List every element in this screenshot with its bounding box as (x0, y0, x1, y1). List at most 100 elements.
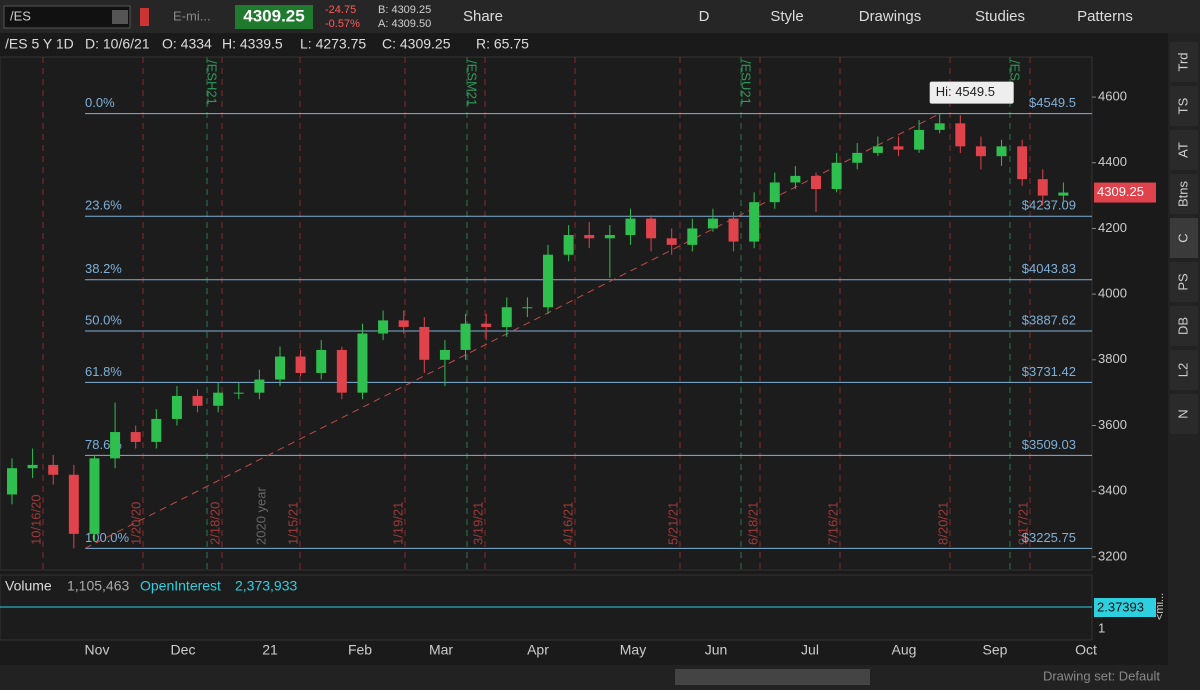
candle-body (48, 464, 59, 475)
candle-body (831, 162, 842, 190)
candle-body (769, 182, 780, 203)
candle-body (522, 307, 533, 309)
volume-side-label: <mi... (1154, 593, 1166, 620)
date-marker-label: 7/16/21 (825, 502, 840, 545)
x-tick-label: Mar (429, 642, 453, 658)
symbol-box[interactable] (3, 5, 131, 29)
last-price-label: 4309.25 (1097, 184, 1144, 199)
info-item: L: 4273.75 (300, 36, 366, 52)
toolbar-button[interactable]: Patterns (1077, 8, 1133, 25)
candle-body (316, 349, 327, 373)
toolbar (0, 0, 1200, 33)
date-marker-label: 9/17/21 (1015, 502, 1030, 545)
date-marker-label: 10/16/20 (28, 494, 43, 545)
year-marker: 2020 year (253, 487, 268, 545)
candle-body (295, 356, 306, 373)
volume-header: Volume (5, 578, 52, 594)
sidebar-tab[interactable] (1170, 86, 1198, 126)
sidebar-tab[interactable] (1170, 174, 1198, 214)
candle-body (996, 146, 1007, 157)
candle-body (646, 218, 657, 239)
info-item: O: 4334 (162, 36, 212, 52)
candle-body (687, 228, 698, 245)
candle-body (584, 235, 595, 239)
fib-label: 23.6% (85, 198, 122, 213)
toolbar-button[interactable]: Share (463, 8, 503, 25)
last-box (235, 5, 313, 29)
fib-price: $4043.83 (1022, 261, 1076, 276)
x-tick-label: Dec (171, 642, 196, 658)
sidebar-tab[interactable] (1170, 350, 1198, 390)
date-marker-label: 5/21/21 (665, 502, 680, 545)
link-icon[interactable] (140, 8, 149, 26)
date-marker-label: 2/18/20 (207, 502, 222, 545)
y-tick-label: 3400 (1098, 483, 1127, 498)
candle-body (501, 307, 512, 327)
trend-line (84, 113, 940, 549)
candle-body (1017, 146, 1028, 180)
sidebar-tab-label: TS (1175, 97, 1190, 114)
dropdown[interactable] (112, 10, 128, 24)
sidebar-tab[interactable] (1170, 218, 1198, 258)
x-tick-label: Aug (892, 642, 917, 658)
fib-label: 0.0% (85, 95, 115, 110)
candle-body (666, 238, 677, 245)
x-tick-label: Jul (801, 642, 819, 658)
oi-tag-label: 2.37393 (1097, 599, 1144, 614)
fib-label: 38.2% (85, 261, 122, 276)
sidebar-tab[interactable] (1170, 306, 1198, 346)
candle-body (7, 468, 17, 495)
y-tick-label: 4200 (1098, 220, 1127, 235)
toolbar-button[interactable]: Studies (975, 8, 1025, 25)
x-tick-label: Oct (1075, 642, 1097, 658)
symbol: /ES (10, 8, 31, 23)
toolbar-button[interactable]: D (699, 8, 710, 25)
info-bar (0, 33, 1168, 57)
oi-tag (1094, 598, 1156, 617)
sidebar-tab[interactable] (1170, 394, 1198, 434)
fib-label: 61.8% (85, 364, 122, 379)
toolbar-button[interactable]: Drawings (859, 8, 922, 25)
candle-body (378, 320, 389, 334)
drawing-set[interactable]: Drawing set: Default (1043, 668, 1160, 683)
candle-body (893, 146, 904, 150)
info-item: D: 10/6/21 (85, 36, 150, 52)
candle-body (625, 218, 636, 236)
candle-body (481, 323, 492, 327)
candle-body (1037, 179, 1048, 196)
candle-body (872, 146, 883, 153)
sidebar-tab-label: DB (1175, 317, 1190, 335)
x-tick-label: Apr (527, 642, 549, 658)
x-tick-label: Sep (983, 642, 1008, 658)
fib-price: $4549.5 (1029, 95, 1076, 110)
candle-body (439, 349, 450, 360)
candle-body (357, 333, 368, 393)
sidebar-tab-label: PS (1175, 273, 1190, 291)
sidebar-tab-label: N (1175, 409, 1190, 418)
date-marker-label: 1/15/21 (285, 502, 300, 545)
contract-marker-label: /ESH21 (205, 60, 220, 105)
candle-body (192, 395, 203, 406)
candle-body (89, 458, 100, 534)
info-item: C: 4309.25 (382, 36, 451, 52)
fib-price: $3509.03 (1022, 437, 1076, 452)
candle-body (955, 123, 966, 147)
x-tick-label: Nov (85, 642, 110, 658)
sidebar-tab[interactable] (1170, 262, 1198, 302)
sidebar-tab[interactable] (1170, 130, 1198, 170)
contract-marker-label: /ESU21 (739, 60, 754, 105)
volume-header: 1,105,463 (67, 578, 129, 594)
date-marker-label: 8/20/21 (935, 502, 950, 545)
toolbar-button[interactable]: Style (770, 8, 803, 25)
candle-body (975, 146, 986, 157)
candle-body (914, 129, 925, 150)
scrollbar[interactable] (675, 669, 870, 685)
high-label-box (929, 81, 1014, 104)
sidebar-tab[interactable] (1170, 42, 1198, 82)
info-item: /ES 5 Y 1D (5, 36, 74, 52)
candle-body (563, 235, 574, 255)
candle-body (398, 320, 409, 327)
last-price-tag (1094, 182, 1156, 203)
ask: A: 4309.50 (378, 18, 431, 30)
